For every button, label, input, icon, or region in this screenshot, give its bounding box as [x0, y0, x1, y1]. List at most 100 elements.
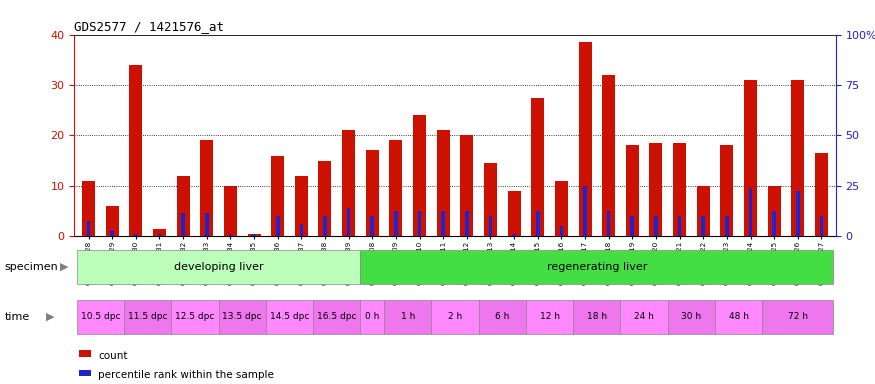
Bar: [720, 146, 733, 236]
Bar: [110, 231, 114, 236]
Bar: [346, 209, 350, 236]
Bar: [106, 206, 119, 236]
Text: count: count: [98, 351, 128, 361]
Bar: [417, 211, 422, 236]
Bar: [295, 176, 308, 236]
Bar: [631, 216, 634, 236]
Bar: [360, 250, 833, 284]
Bar: [77, 300, 124, 334]
Bar: [744, 80, 757, 236]
Bar: [77, 250, 360, 284]
Bar: [602, 75, 615, 236]
Bar: [531, 98, 544, 236]
Bar: [130, 65, 143, 236]
Bar: [678, 216, 682, 236]
Bar: [725, 216, 729, 236]
Text: 6 h: 6 h: [495, 312, 509, 321]
Bar: [153, 228, 166, 236]
Bar: [158, 233, 161, 236]
Bar: [271, 156, 284, 236]
Bar: [573, 300, 620, 334]
Bar: [607, 211, 611, 236]
Bar: [555, 181, 568, 236]
Bar: [437, 130, 450, 236]
Bar: [441, 211, 445, 236]
Bar: [479, 300, 526, 334]
Bar: [384, 300, 431, 334]
Bar: [484, 163, 497, 236]
Bar: [276, 216, 279, 236]
Bar: [172, 300, 219, 334]
Text: 10.5 dpc: 10.5 dpc: [80, 312, 120, 321]
Bar: [413, 115, 426, 236]
Text: ▶: ▶: [46, 312, 55, 322]
Text: 11.5 dpc: 11.5 dpc: [128, 312, 167, 321]
Bar: [488, 216, 493, 236]
Text: 72 h: 72 h: [788, 312, 808, 321]
Bar: [584, 186, 587, 236]
Text: 12.5 dpc: 12.5 dpc: [175, 312, 214, 321]
Bar: [318, 161, 332, 236]
Text: regenerating liver: regenerating liver: [547, 262, 647, 272]
Bar: [313, 300, 360, 334]
Bar: [791, 80, 804, 236]
Bar: [177, 176, 190, 236]
Bar: [323, 216, 326, 236]
Text: 48 h: 48 h: [729, 312, 749, 321]
Bar: [762, 300, 833, 334]
Text: 2 h: 2 h: [448, 312, 462, 321]
Bar: [366, 151, 379, 236]
Bar: [460, 136, 473, 236]
Bar: [796, 191, 800, 236]
Text: percentile rank within the sample: percentile rank within the sample: [98, 370, 274, 380]
Bar: [749, 188, 752, 236]
Bar: [696, 186, 710, 236]
Bar: [620, 300, 668, 334]
Bar: [360, 300, 384, 334]
Bar: [815, 153, 828, 236]
Bar: [181, 214, 185, 236]
Bar: [512, 233, 516, 236]
Bar: [773, 211, 776, 236]
Bar: [507, 191, 521, 236]
Text: 24 h: 24 h: [634, 312, 654, 321]
Bar: [536, 211, 540, 236]
Bar: [124, 300, 172, 334]
Bar: [820, 216, 823, 236]
Bar: [673, 143, 686, 236]
Text: developing liver: developing liver: [174, 262, 263, 272]
Bar: [299, 223, 303, 236]
Text: 14.5 dpc: 14.5 dpc: [270, 312, 309, 321]
Bar: [626, 146, 639, 236]
Bar: [205, 214, 208, 236]
Text: time: time: [4, 312, 30, 322]
Text: 16.5 dpc: 16.5 dpc: [317, 312, 356, 321]
Bar: [649, 143, 662, 236]
Bar: [431, 300, 479, 334]
Bar: [224, 186, 237, 236]
Bar: [465, 211, 469, 236]
Bar: [342, 130, 355, 236]
Text: GDS2577 / 1421576_at: GDS2577 / 1421576_at: [74, 20, 224, 33]
Bar: [715, 300, 762, 334]
Bar: [654, 216, 658, 236]
Text: 1 h: 1 h: [401, 312, 415, 321]
Bar: [394, 211, 398, 236]
Text: 30 h: 30 h: [682, 312, 702, 321]
Bar: [702, 216, 705, 236]
Bar: [200, 141, 214, 236]
Bar: [228, 233, 232, 236]
Bar: [767, 186, 780, 236]
Text: 12 h: 12 h: [540, 312, 560, 321]
Bar: [668, 300, 715, 334]
Bar: [526, 300, 573, 334]
Text: 0 h: 0 h: [365, 312, 380, 321]
Bar: [370, 216, 374, 236]
Bar: [134, 233, 137, 236]
Bar: [219, 300, 266, 334]
Text: ▶: ▶: [60, 262, 68, 272]
Text: 13.5 dpc: 13.5 dpc: [222, 312, 262, 321]
Text: specimen: specimen: [4, 262, 58, 272]
Bar: [87, 221, 90, 236]
Text: 18 h: 18 h: [587, 312, 607, 321]
